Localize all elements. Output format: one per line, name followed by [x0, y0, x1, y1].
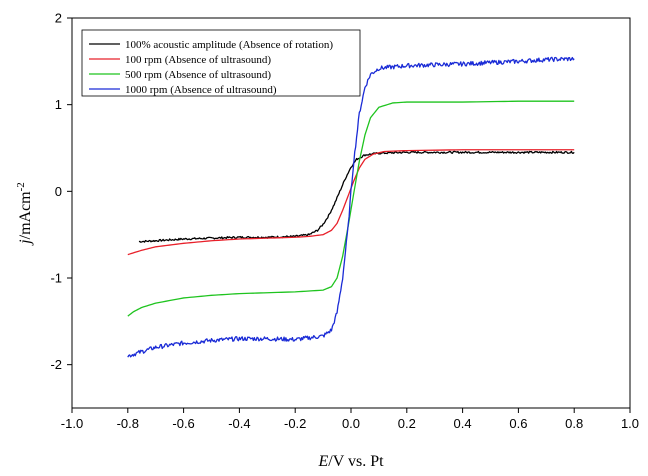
series-line-1	[138, 150, 575, 243]
y-axis-ticks: -2 -1 0 1 2	[50, 11, 72, 372]
y-tick-label: -1	[50, 271, 62, 286]
legend-label-3: 500 rpm (Absence of ultrasound)	[125, 69, 271, 81]
x-tick-label: -1.0	[61, 416, 83, 431]
x-tick-label: -0.2	[284, 416, 306, 431]
x-axis-ticks: -1.0 -0.8 -0.6 -0.4 -0.2 0.0 0.2 0.4 0.6 0.8 1.0	[61, 408, 639, 431]
x-tick-label: -0.8	[117, 416, 139, 431]
series-line-4	[127, 56, 575, 358]
legend-box	[81, 29, 361, 97]
series-line-2	[127, 149, 575, 256]
x-axis-title: E/V vs. Pt	[317, 453, 384, 470]
legend-label-4: 1000 rpm (Absence of ultrasound)	[125, 84, 277, 96]
x-tick-label: 0.0	[342, 416, 360, 431]
x-tick-label: -0.6	[172, 416, 194, 431]
legend: 100% acoustic amplitude (Absence of rota…	[81, 29, 361, 97]
legend-label-1: 100% acoustic amplitude (Absence of rota…	[125, 39, 333, 51]
y-tick-label: 1	[55, 97, 62, 112]
x-tick-label: -0.4	[228, 416, 250, 431]
x-tick-label: 1.0	[621, 416, 639, 431]
series-layer	[127, 56, 575, 358]
x-tick-label: 0.4	[454, 416, 472, 431]
y-axis-title: j/mAcm-2	[15, 182, 34, 246]
y-tick-label: 0	[55, 184, 62, 199]
x-tick-label: 0.8	[565, 416, 583, 431]
x-tick-label: 0.6	[509, 416, 527, 431]
y-tick-label: -2	[50, 357, 62, 372]
legend-label-2: 100 rpm (Absence of ultrasound)	[125, 54, 271, 66]
y-tick-label: 2	[55, 11, 62, 26]
x-tick-label: 0.2	[398, 416, 416, 431]
series-line-3	[127, 100, 575, 317]
